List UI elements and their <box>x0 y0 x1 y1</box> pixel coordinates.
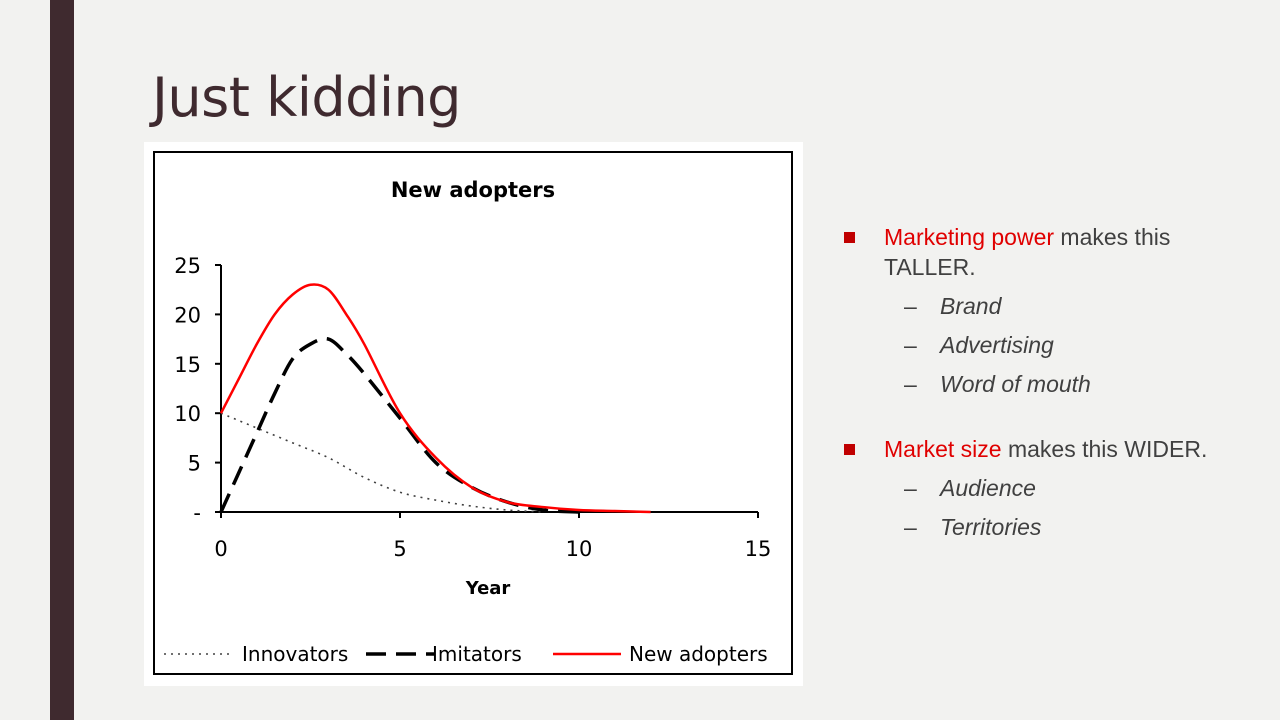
y-tick-label: - <box>193 501 201 525</box>
y-tick-label: 20 <box>174 303 201 327</box>
x-tick-label: 10 <box>566 537 593 561</box>
bullet-marker-icon <box>844 232 855 243</box>
sub-bullet-text: Audience <box>940 475 1036 501</box>
bullet-highlight: Marketing power <box>884 224 1055 250</box>
chart-xlabel: Year <box>465 578 511 599</box>
dash-icon: – <box>904 371 917 397</box>
sub-bullet-item: – Brand <box>844 291 1264 321</box>
chart-title: New adopters <box>391 178 555 202</box>
slide-title: Just kidding <box>152 66 461 129</box>
bullet-item: Marketing power makes this TALLER. <box>844 222 1264 282</box>
bullet-text: makes this WIDER. <box>1001 436 1208 462</box>
bullet-item: Market size makes this WIDER. <box>844 434 1264 464</box>
bullet-text: makes this TALLER. <box>884 224 1171 280</box>
y-tick-label: 10 <box>174 402 201 426</box>
chart-axes: 0 5 10 15 - 5 10 15 20 25 <box>174 254 771 561</box>
chart: New adopters Year 0 5 10 15 - 5 10 15 20 25 Innov… <box>153 151 793 675</box>
chart-series <box>219 283 651 514</box>
dash-icon: – <box>904 514 917 540</box>
series-line-imitators <box>219 336 580 514</box>
legend-label: Imitators <box>432 642 522 666</box>
chart-legend: Innovators Imitators New adopters <box>164 642 768 666</box>
y-tick-label: 15 <box>174 353 201 377</box>
series-line-new-adopters <box>219 283 651 514</box>
x-tick-label: 5 <box>393 537 406 561</box>
dash-icon: – <box>904 475 917 501</box>
sub-bullet-item: – Word of mouth <box>844 369 1264 399</box>
sub-bullet-text: Word of mouth <box>940 371 1091 397</box>
x-tick-label: 0 <box>214 537 227 561</box>
left-accent-bar <box>50 0 74 720</box>
bullet-highlight: Market size <box>884 436 1002 462</box>
bullet-list: Marketing power makes this TALLER. – Bran… <box>844 222 1264 542</box>
sub-bullet-text: Brand <box>940 293 1002 319</box>
legend-label: New adopters <box>629 642 768 666</box>
x-tick-label: 15 <box>745 537 772 561</box>
chart-container: New adopters Year 0 5 10 15 - 5 10 15 20 25 Innov… <box>144 142 803 686</box>
chart-border <box>153 151 793 675</box>
y-tick-label: 5 <box>188 452 201 476</box>
bullet-marker-icon <box>844 444 855 455</box>
sub-bullet-item: – Advertising <box>844 330 1264 360</box>
sub-bullet-text: Territories <box>940 514 1042 540</box>
dash-icon: – <box>904 293 917 319</box>
sub-bullet-item: – Audience <box>844 473 1264 503</box>
dash-icon: – <box>904 332 917 358</box>
sub-bullet-item: – Territories <box>844 512 1264 542</box>
sub-bullet-text: Advertising <box>940 332 1054 358</box>
y-tick-label: 25 <box>174 254 201 278</box>
series-line-innovators <box>220 412 544 513</box>
legend-label: Innovators <box>242 642 348 666</box>
